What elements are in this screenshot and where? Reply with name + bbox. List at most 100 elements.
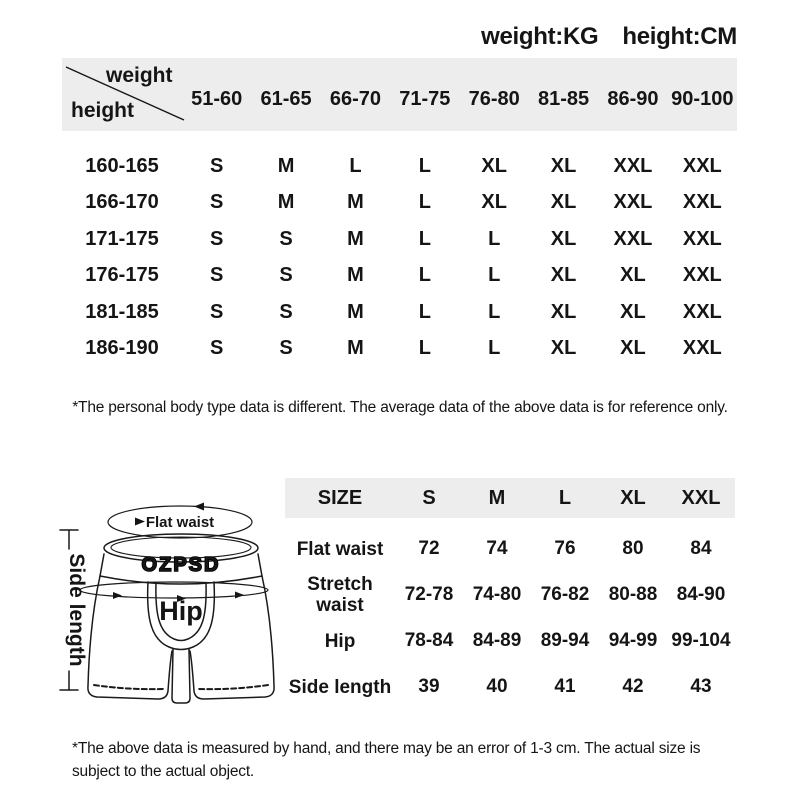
size-cell: XXL bbox=[613, 154, 653, 177]
height-row-label: 171-175 bbox=[85, 227, 159, 250]
measure-value: 80-88 bbox=[608, 584, 658, 605]
height-row-label: 186-190 bbox=[85, 337, 159, 360]
size-cell: XL bbox=[620, 300, 646, 323]
size-cell: L bbox=[488, 264, 501, 287]
size-cell: XXL bbox=[613, 191, 653, 214]
size-cell: L bbox=[418, 191, 431, 214]
table-row: 160-165 S M L L XL XL XXL XXL bbox=[62, 148, 737, 185]
measure-row-label: Stretch waist bbox=[307, 574, 373, 616]
boxer-shorts-diagram: Flat waist OZPSD Hip Side length bbox=[59, 502, 275, 704]
table-row: Stretch waist 72-78 74-80 76-82 80-88 84… bbox=[285, 572, 735, 618]
size-column-header: XL bbox=[620, 486, 646, 509]
side-length-label: Side length bbox=[65, 553, 88, 666]
height-weight-size-table: weight height 51-60 61-65 66-70 71-75 76… bbox=[62, 58, 737, 367]
size-cell: XXL bbox=[682, 154, 722, 177]
measure-value: 72-78 bbox=[404, 584, 454, 605]
size-cell: S bbox=[279, 227, 293, 250]
size-cell: S bbox=[210, 191, 224, 214]
height-row-label: 166-170 bbox=[85, 191, 159, 214]
table-row: 166-170 S M M L XL XL XXL XXL bbox=[62, 185, 737, 222]
table-row: Side length 39 40 41 42 43 bbox=[285, 664, 735, 710]
weight-column-header: 61-65 bbox=[260, 87, 312, 110]
table-row: 186-190 S S M L L XL XL XXL bbox=[62, 331, 737, 368]
reference-note: *The personal body type data is differen… bbox=[72, 399, 728, 416]
size-cell: S bbox=[210, 337, 224, 360]
size-cell: XL bbox=[620, 264, 646, 287]
diagonal-divider bbox=[65, 66, 185, 121]
arrow-left-icon bbox=[194, 502, 204, 511]
boxer-body-outline bbox=[87, 575, 275, 704]
measure-value: 94-99 bbox=[608, 630, 658, 651]
corner-height-label: height bbox=[71, 99, 134, 122]
size-cell: XL bbox=[550, 337, 577, 360]
measurement-error-note: *The above data is measured by hand, and… bbox=[72, 740, 701, 780]
arrow-right-icon bbox=[135, 517, 145, 526]
weight-column-header: 51-60 bbox=[191, 87, 243, 110]
brand-logo: OZPSD bbox=[142, 554, 221, 576]
measure-value: 99-104 bbox=[671, 630, 731, 651]
measure-value: 76 bbox=[554, 538, 576, 559]
size-cell: L bbox=[418, 300, 431, 323]
measure-value: 84 bbox=[690, 538, 712, 559]
measure-value: 72 bbox=[418, 538, 440, 559]
size-column-header: XXL bbox=[681, 486, 721, 509]
weight-column-header: 71-75 bbox=[399, 87, 451, 110]
size-cell: XXL bbox=[613, 227, 653, 250]
size-cell: L bbox=[418, 154, 431, 177]
measure-value: 84-89 bbox=[472, 630, 522, 651]
size-cell: L bbox=[488, 300, 501, 323]
size-cell: S bbox=[210, 300, 224, 323]
measure-value: 42 bbox=[622, 676, 644, 697]
size-cell: L bbox=[488, 227, 501, 250]
size-cell: S bbox=[210, 154, 224, 177]
measurement-table: SIZE S M L XL XXL Flat waist 72 74 76 80… bbox=[285, 478, 735, 710]
measure-row-label: Hip bbox=[324, 630, 356, 652]
measure-row-label: Side length bbox=[288, 676, 392, 698]
measure-value: 76-82 bbox=[540, 584, 590, 605]
measure-row-label: Flat waist bbox=[296, 538, 384, 560]
size-cell: M bbox=[347, 337, 364, 360]
size-cell: M bbox=[277, 154, 295, 177]
size-cell: XXL bbox=[682, 227, 722, 250]
measure-value: 41 bbox=[554, 676, 576, 697]
size-cell: XL bbox=[481, 154, 507, 177]
size-cell: S bbox=[279, 264, 293, 287]
size-cell: XL bbox=[550, 154, 577, 177]
waistband bbox=[99, 533, 263, 585]
size-cell: L bbox=[418, 337, 431, 360]
measure-value: 74-80 bbox=[472, 584, 522, 605]
corner-cell: weight height bbox=[62, 58, 185, 131]
size-cell: XXL bbox=[682, 337, 722, 360]
size-cell: M bbox=[277, 191, 295, 214]
size-cell: S bbox=[210, 264, 224, 287]
corner-weight-label: weight bbox=[106, 64, 173, 87]
table-row: Hip 78-84 84-89 89-94 94-99 99-104 bbox=[285, 618, 735, 664]
size-cell: S bbox=[279, 300, 293, 323]
measure-value: 43 bbox=[690, 676, 712, 697]
table-row: 171-175 S S M L L XL XXL XXL bbox=[62, 221, 737, 258]
size-cell: L bbox=[349, 154, 362, 177]
size-cell: L bbox=[418, 227, 431, 250]
flat-waist-ellipse bbox=[107, 505, 253, 539]
height-row-label: 160-165 bbox=[85, 154, 159, 177]
hip-ellipse bbox=[79, 581, 269, 599]
size-table-header: weight height 51-60 61-65 66-70 71-75 76… bbox=[62, 58, 737, 131]
height-row-label: 176-175 bbox=[85, 264, 159, 287]
size-cell: XL bbox=[550, 300, 577, 323]
size-cell: S bbox=[279, 337, 293, 360]
measure-value: 80 bbox=[622, 538, 644, 559]
arrow-right-icon bbox=[113, 592, 122, 599]
weight-column-header: 66-70 bbox=[329, 87, 382, 110]
size-column-header: M bbox=[488, 486, 506, 509]
size-cell: XXL bbox=[682, 191, 722, 214]
size-cell: XL bbox=[481, 191, 507, 214]
table-row: 181-185 S S M L L XL XL XXL bbox=[62, 294, 737, 331]
weight-column-header: 76-80 bbox=[468, 87, 520, 110]
height-unit-label: height:CM bbox=[622, 23, 737, 50]
weight-unit-label: weight:KG bbox=[481, 23, 599, 50]
size-cell: M bbox=[347, 264, 364, 287]
size-column-header: SIZE bbox=[317, 486, 363, 509]
size-cell: L bbox=[418, 264, 431, 287]
units-note: weight:KG height:CM bbox=[481, 23, 737, 51]
